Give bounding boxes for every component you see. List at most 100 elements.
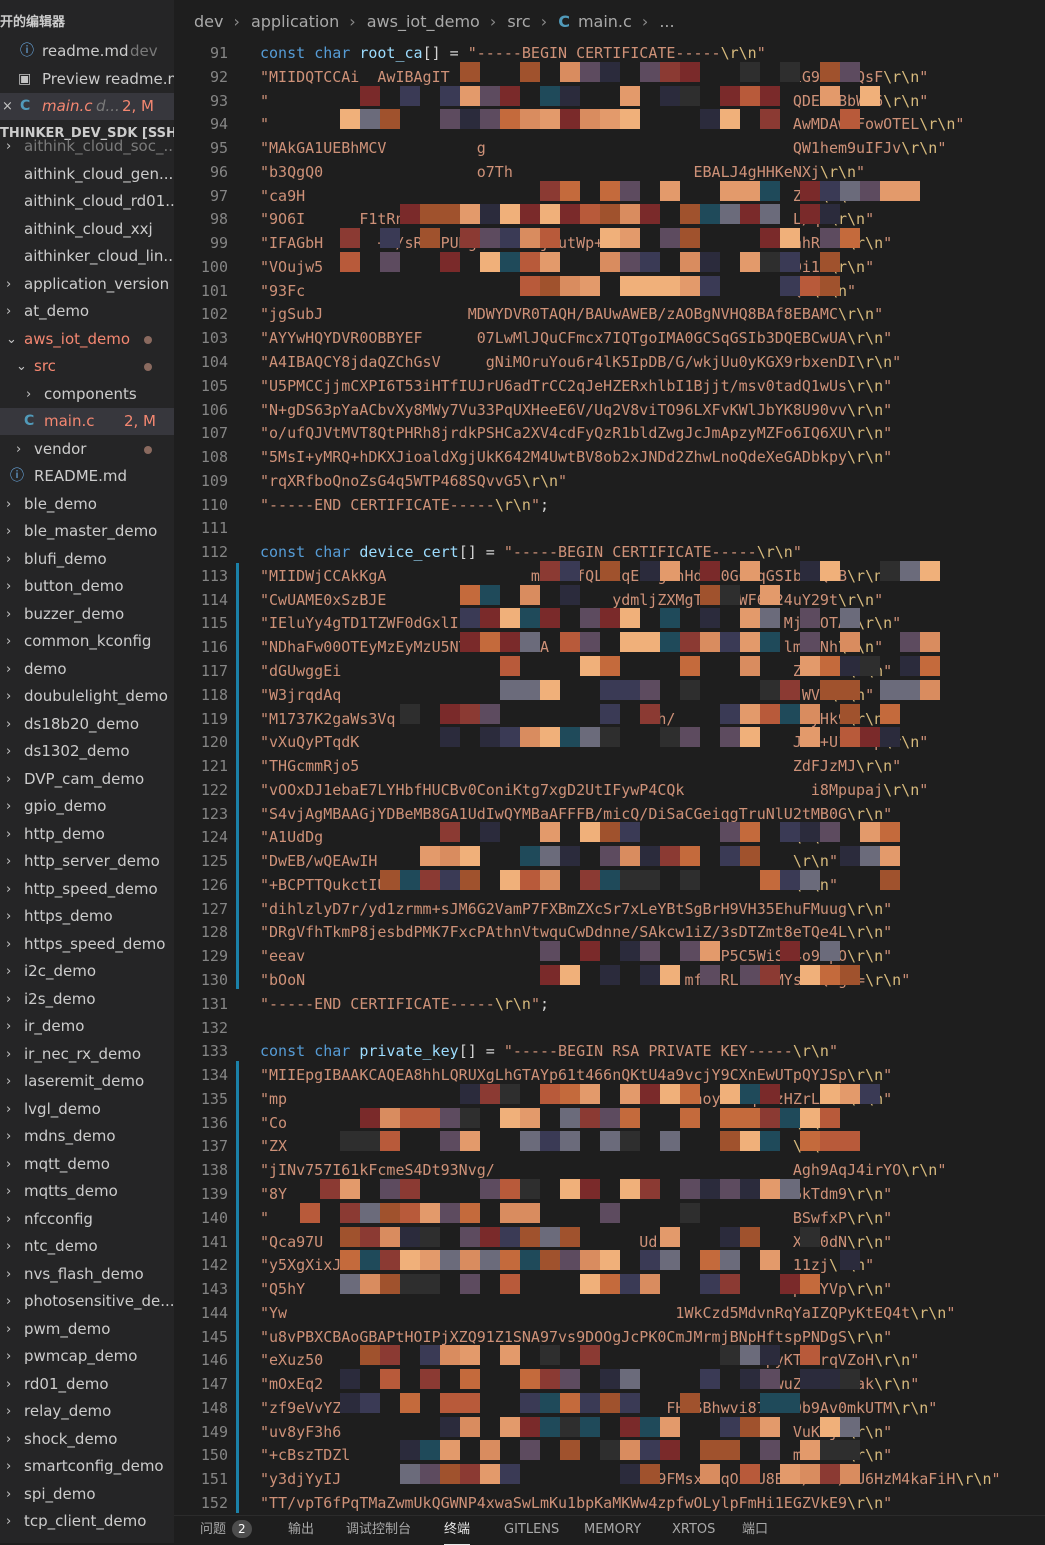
- tree-item[interactable]: › ds1302_demo: [0, 738, 174, 765]
- tree-item[interactable]: › http_server_demo: [0, 848, 174, 875]
- code-line[interactable]: "b3QgQ0 o7Th EBALJ4gHHKeNXj\r\n": [260, 162, 866, 181]
- code-line[interactable]: "TT/vpT6fPqTMaZwmUkQGWNP4xwaSwLmKu1bpKaM…: [260, 1493, 893, 1512]
- tree-item[interactable]: › ble_master_demo: [0, 518, 174, 545]
- tree-item[interactable]: › aithink_cloud_soc_...: [0, 133, 174, 160]
- tab-output[interactable]: 输出: [288, 1522, 315, 1537]
- code-line[interactable]: const char root_ca[] = "-----BEGIN CERTI…: [260, 44, 766, 62]
- tab-xrtos[interactable]: XRTOS: [672, 1522, 716, 1537]
- code-line[interactable]: "DRgVfhTkmP8jesbdPMK7FxcPAthnVtwquCwDdnn…: [260, 923, 893, 942]
- breadcrumb-application[interactable]: application: [250, 12, 340, 31]
- tree-item[interactable]: › http_demo: [0, 821, 174, 848]
- code-line[interactable]: "-----END CERTIFICATE-----\r\n";: [260, 495, 549, 514]
- breadcrumb-dev[interactable]: dev: [194, 12, 224, 31]
- code-line[interactable]: "vOOxDJ1ebaE7LYHbfHUCBv0ConiKtg7xgD2UtIF…: [260, 780, 929, 799]
- open-editor-main-c[interactable]: × C main.c d... 2, M: [0, 93, 174, 120]
- tree-item[interactable]: › ds18b20_demo: [0, 711, 174, 738]
- code-line[interactable]: const char device_cert[] = "-----BEGIN C…: [260, 543, 802, 562]
- tree-item[interactable]: › at_demo: [0, 298, 174, 325]
- code-line[interactable]: "U5PMCCjjmCXPI6T53iHTfIUJrU6adTrCC2qJeHZ…: [260, 376, 893, 395]
- tab-terminal[interactable]: 终端: [444, 1516, 471, 1545]
- tree-item[interactable]: › lvgl_demo: [0, 1096, 174, 1123]
- code-line[interactable]: "jINv757I61kFcmeS4Dt93Nvg/ Agh9AqJ4irYO\…: [260, 1161, 947, 1180]
- tree-item[interactable]: › button_demo: [0, 573, 174, 600]
- tree-item[interactable]: › blufi_demo: [0, 546, 174, 573]
- code-line[interactable]: "THGcmmRjo5 ZdFJzMJ\r\n": [260, 757, 902, 776]
- tree-item[interactable]: › nfcconfig: [0, 1206, 174, 1233]
- tree-item[interactable]: › gpio_demo: [0, 793, 174, 820]
- code-editor[interactable]: 91 const char root_ca[] = "-----BEGIN CER…: [174, 42, 1045, 1515]
- tree-item[interactable]: › nvs_flash_demo: [0, 1261, 174, 1288]
- tree-item[interactable]: aithink_cloud_gen...: [0, 161, 174, 188]
- tree-item[interactable]: aithink_cloud_rd01...: [0, 188, 174, 215]
- tree-item[interactable]: › spi_demo: [0, 1481, 174, 1508]
- tree-item[interactable]: › ir_nec_rx_demo: [0, 1041, 174, 1068]
- code-line[interactable]: "rqXRfboQnoZsG4q5WTP468SQvvG5\r\n": [260, 471, 568, 490]
- code-line[interactable]: "N+gDS63pYaACbvXy8MWy7Vu33PqUXHeeE6V/Uq2…: [260, 400, 893, 419]
- tree-item[interactable]: › rd01_demo: [0, 1371, 174, 1398]
- breadcrumb-symbol[interactable]: ...: [659, 12, 675, 31]
- code-line[interactable]: "MIIEpgIBAAKCAQEA8hhLQRUXgLhGTAYp61t466n…: [260, 1066, 893, 1085]
- tab-debug-console[interactable]: 调试控制台: [346, 1522, 412, 1537]
- tree-item[interactable]: › pwm_demo: [0, 1316, 174, 1343]
- tree-item[interactable]: › https_speed_demo: [0, 931, 174, 958]
- code-line[interactable]: "dihlzlyD7r/yd1zrmm+sJM6G2VamP7FXBmZXcSr…: [260, 899, 893, 918]
- breadcrumb-src[interactable]: src: [507, 12, 531, 31]
- tree-item[interactable]: › relay_demo: [0, 1398, 174, 1425]
- tree-item[interactable]: › mqtt_demo: [0, 1151, 174, 1178]
- tree-item[interactable]: › buzzer_demo: [0, 601, 174, 628]
- tree-item[interactable]: › ir_demo: [0, 1013, 174, 1040]
- tree-item[interactable]: ⌄ aws_iot_demo: [0, 326, 174, 353]
- tree-item[interactable]: › laseremit_demo: [0, 1068, 174, 1095]
- tab-gitlens[interactable]: GITLENS: [504, 1522, 560, 1537]
- code-line[interactable]: " BSwfxP\r\n": [260, 1208, 893, 1227]
- tree-item[interactable]: › smartconfig_demo: [0, 1453, 174, 1480]
- tab-memory[interactable]: MEMORY: [584, 1522, 642, 1537]
- tab-ports[interactable]: 端口: [742, 1522, 769, 1537]
- tree-item[interactable]: › http_speed_demo: [0, 876, 174, 903]
- tree-item[interactable]: › shock_demo: [0, 1426, 174, 1453]
- code-line[interactable]: "-----END CERTIFICATE-----\r\n";: [260, 994, 549, 1013]
- tree-item[interactable]: › i2s_demo: [0, 986, 174, 1013]
- tree-item[interactable]: › ntc_demo: [0, 1233, 174, 1260]
- tree-item[interactable]: aithinker_cloud_lin...: [0, 243, 174, 270]
- code-line[interactable]: "jgSubJ MDWYDVR0TAQH/BAUwAWEB/zAOBgNVHQ8…: [260, 305, 884, 324]
- open-editor-readme[interactable]: ⓘ readme.md dev: [0, 38, 174, 65]
- tree-item[interactable]: ⓘ README.md: [0, 463, 174, 490]
- code-line[interactable]: "u8vPBXCBAoGBAPtHOIPjXZQ91Z1SNA97vs9DOOg…: [260, 1327, 893, 1346]
- tree-item[interactable]: › components: [0, 381, 174, 408]
- code-line[interactable]: "Yw 1WkCzd5MdvnRqYaIZQPyKtEQ4t\r\n": [260, 1303, 956, 1322]
- code-line[interactable]: "A4IBAQCY8jdaQZChGsV gNiMOruYou6r4lK5IpD…: [260, 353, 902, 371]
- workspace-header[interactable]: THINKER_DEV_SDK [SSH...: [0, 120, 174, 147]
- tree-item[interactable]: › mdns_demo: [0, 1123, 174, 1150]
- tree-item[interactable]: ⌄ src: [0, 353, 174, 380]
- open-editor-preview[interactable]: ▣ Preview readme.md: [0, 66, 174, 93]
- breadcrumb-main-c[interactable]: main.c: [577, 12, 632, 31]
- tree-item[interactable]: › https_demo: [0, 903, 174, 930]
- tree-item[interactable]: › i2c_demo: [0, 958, 174, 985]
- code-line[interactable]: "S4vjAgMBAAGjYDBeMB8GA1UdIwQYMBaAFFFB/mi…: [260, 804, 893, 823]
- code-line[interactable]: "dGUwggEi ZMBinr\r\n": [260, 662, 893, 681]
- tree-item[interactable]: › photosensitive_de...: [0, 1288, 174, 1315]
- tab-problems[interactable]: 问题 2: [200, 1516, 252, 1544]
- tree-item[interactable]: › pwmcap_demo: [0, 1343, 174, 1370]
- tree-item[interactable]: › mqtts_demo: [0, 1178, 174, 1205]
- code-line[interactable]: "o/ufQJVtMVT8QtPHRh8jrdkPSHCa2XV4cdFyQzR…: [260, 424, 893, 443]
- code-line[interactable]: "5MsI+yMRQ+hDKXJioaldXgjUkK642M4UwtBV8ob…: [260, 448, 893, 467]
- code-line[interactable]: "DwEB/wQEAwIH \r\n": [260, 852, 838, 871]
- tree-item[interactable]: › vendor: [0, 436, 174, 463]
- code-line[interactable]: "IEluYy4gTD1TZWF0dGxlI MjcwOTA0\r\n": [260, 614, 902, 633]
- close-icon[interactable]: ×: [2, 99, 13, 114]
- code-line[interactable]: "MAkGA1UEBhMCV g QW1hem9uIFJv\r\n": [260, 139, 947, 158]
- tree-item[interactable]: › doubulelight_demo: [0, 683, 174, 710]
- tree-item[interactable]: › common_kconfig: [0, 628, 174, 655]
- tree-item[interactable]: › tcp_client_demo: [0, 1508, 174, 1535]
- breadcrumb-aws-iot-demo[interactable]: aws_iot_demo: [366, 12, 480, 31]
- tree-item[interactable]: › application_version: [0, 271, 174, 298]
- tree-item[interactable]: › ble_demo: [0, 491, 174, 518]
- open-editors-header[interactable]: 开的编辑器: [0, 9, 174, 36]
- tree-item[interactable]: › demo: [0, 656, 174, 683]
- tree-item[interactable]: › DVP_cam_demo: [0, 766, 174, 793]
- code-line[interactable]: "eeav 9cttP5C5WiSI4o9xpO\r\n": [260, 947, 893, 966]
- code-line[interactable]: "8Y 6kTdm9\r\n": [260, 1184, 893, 1203]
